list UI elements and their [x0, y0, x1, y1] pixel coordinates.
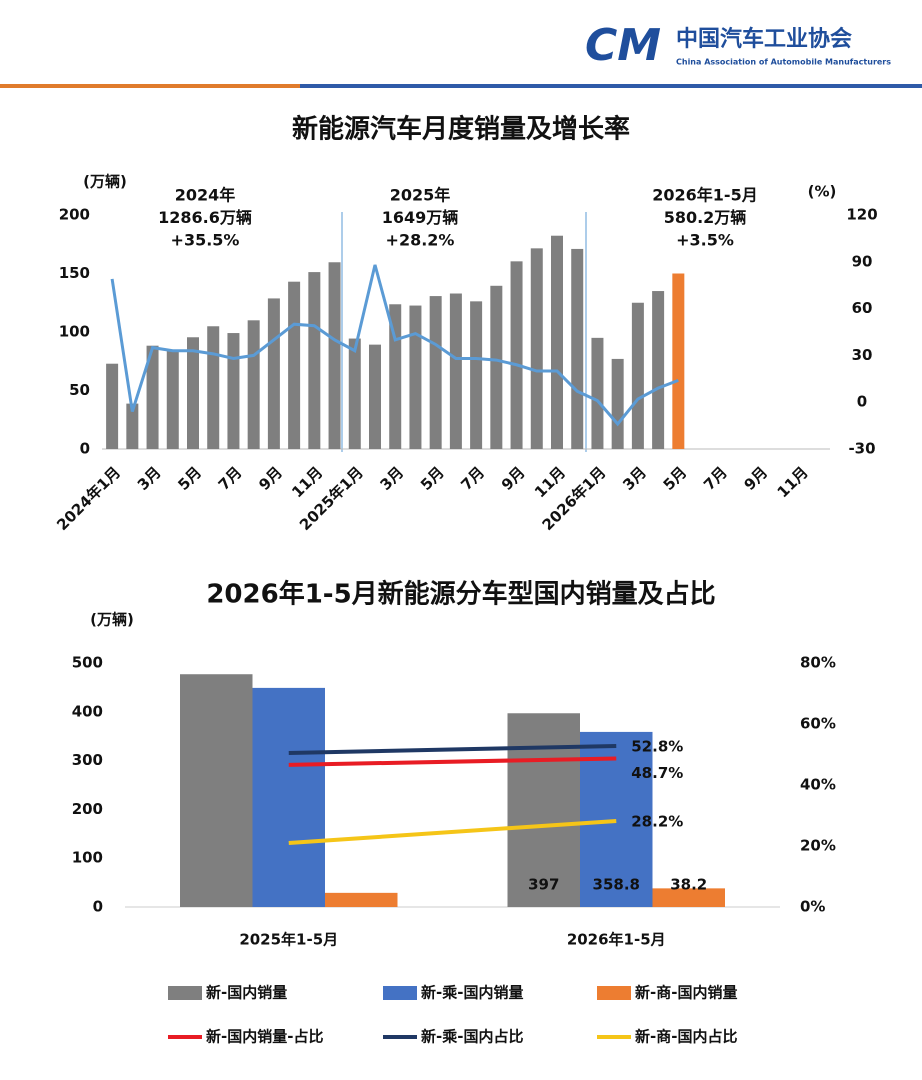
y2-tick-label: 20%: [800, 837, 836, 855]
data-label: 28.2%: [631, 812, 683, 830]
bar: [580, 731, 653, 907]
bar: [389, 304, 402, 449]
header-rule-accent: [0, 84, 300, 88]
bar: [227, 333, 240, 449]
share-line: [288, 743, 617, 755]
legend-swatch: [168, 986, 202, 1000]
legend-label: 新-国内销量-占比: [206, 1028, 323, 1046]
data-label: 48.7%: [631, 764, 683, 782]
bar: [571, 248, 584, 449]
annotation: +28.2%: [386, 231, 455, 250]
legend-label: 新-乘-国内销量: [421, 984, 523, 1002]
data-label: 358.8: [593, 876, 640, 894]
y2-tick-label: -30: [848, 440, 875, 458]
share-line: [288, 818, 617, 845]
bar: [652, 291, 665, 449]
annotation: 2025年: [390, 186, 451, 205]
bar: [308, 272, 321, 449]
y2-tick-label: 0%: [800, 898, 825, 916]
org-name: 中国汽车工业协会: [676, 26, 852, 52]
y-tick-label: 100: [59, 323, 90, 341]
bar: [166, 349, 179, 449]
x-tick-label: 2026年1-5月: [567, 931, 666, 949]
y2-tick-label: 80%: [800, 654, 836, 672]
header-rule: [0, 84, 922, 88]
bar: [126, 403, 139, 449]
annotation: 2024年: [175, 186, 236, 205]
bar: [611, 358, 624, 449]
bar: [288, 281, 301, 449]
share-line: [288, 756, 617, 767]
legend-swatch: [383, 986, 417, 1000]
chart-title: 2026年1-5月新能源分车型国内销量及占比: [206, 579, 715, 610]
annotation: +3.5%: [676, 231, 734, 250]
y-tick-label: 0: [80, 440, 90, 458]
org-name-en: China Association of Automobile Manufact…: [676, 58, 891, 67]
y-tick-label: 150: [59, 264, 90, 282]
legend-label: 新-商-国内销量: [635, 984, 737, 1002]
y2-tick-label: 60%: [800, 715, 836, 733]
bar: [490, 285, 503, 449]
annotation: 2026年1-5月: [652, 186, 757, 205]
y-tick-label: 200: [72, 800, 103, 818]
y-axis-label: (万辆): [90, 611, 134, 629]
y2-tick-label: 30: [852, 346, 873, 364]
bar: [267, 298, 280, 449]
bar: [672, 273, 685, 449]
bar: [429, 296, 442, 449]
bar: [470, 301, 483, 449]
bar: [530, 248, 543, 449]
y2-tick-label: 40%: [800, 776, 836, 794]
bar: [591, 337, 604, 449]
bar: [180, 674, 253, 907]
y-axis-label: (万辆): [83, 173, 127, 191]
x-tick-label: 2025年1-5月: [239, 931, 338, 949]
legend-label: 新-国内销量: [206, 984, 287, 1002]
legend-label: 新-商-国内占比: [635, 1028, 737, 1046]
y2-tick-label: 120: [846, 206, 877, 224]
y2-tick-label: 60: [852, 299, 873, 317]
annotation: 1649万辆: [382, 208, 459, 227]
legend-swatch: [597, 986, 631, 1000]
y-tick-label: 400: [72, 702, 103, 720]
data-label: 38.2: [670, 876, 707, 894]
bar: [106, 363, 119, 449]
bar: [409, 305, 422, 449]
bar: [551, 235, 563, 449]
data-label: 52.8%: [631, 737, 683, 755]
bar: [449, 293, 462, 449]
bar: [348, 338, 361, 449]
legend-label: 新-乘-国内占比: [421, 1028, 523, 1046]
bar: [328, 262, 341, 449]
y-tick-label: 0: [93, 898, 103, 916]
y-tick-label: 500: [72, 654, 103, 672]
growth-line: [110, 264, 679, 427]
y2-tick-label: 90: [852, 252, 873, 270]
data-label: 397: [528, 876, 559, 894]
logo: CM: [585, 20, 661, 71]
y-tick-label: 50: [69, 381, 90, 399]
y-tick-label: 100: [72, 849, 103, 867]
bar: [510, 261, 523, 449]
bar: [325, 892, 398, 907]
annotation: 1286.6万辆: [158, 208, 252, 227]
bar: [252, 687, 325, 907]
y-tick-label: 200: [59, 206, 90, 224]
y2-tick-label: 0: [857, 393, 867, 411]
bar: [247, 320, 260, 449]
bar: [652, 888, 725, 907]
chart-title: 新能源汽车月度销量及增长率: [292, 114, 630, 145]
bar: [631, 302, 644, 449]
annotation: 580.2万辆: [664, 208, 747, 227]
bar: [207, 326, 220, 449]
y2-axis-label: (%): [808, 183, 837, 201]
annotation: +35.5%: [171, 231, 240, 250]
bar: [369, 344, 381, 449]
y-tick-label: 300: [72, 751, 103, 769]
bar: [187, 337, 199, 449]
bar: [146, 345, 159, 449]
